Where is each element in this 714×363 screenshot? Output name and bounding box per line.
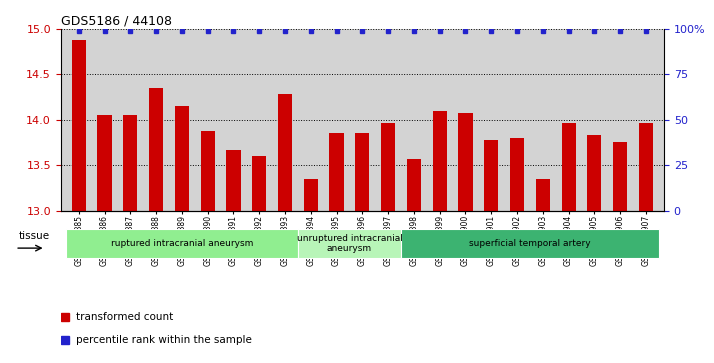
Text: tissue: tissue [19, 231, 49, 241]
Bar [484, 140, 498, 211]
Bar [401, 229, 659, 258]
Bar [71, 40, 86, 211]
Bar [433, 111, 447, 211]
Bar [356, 133, 369, 211]
Text: GDS5186 / 44108: GDS5186 / 44108 [61, 15, 171, 28]
Bar [381, 122, 396, 211]
Bar [639, 122, 653, 211]
Bar [536, 179, 550, 211]
Text: transformed count: transformed count [76, 312, 173, 322]
Bar [175, 106, 189, 211]
Bar [303, 179, 318, 211]
Text: percentile rank within the sample: percentile rank within the sample [76, 335, 251, 345]
Bar [329, 133, 343, 211]
Bar [298, 229, 401, 258]
Bar [458, 113, 473, 211]
Bar [278, 94, 292, 211]
Bar [149, 88, 164, 211]
Bar [66, 229, 298, 258]
Bar [407, 159, 421, 211]
Bar [226, 150, 241, 211]
Text: superficial temporal artery: superficial temporal artery [469, 239, 590, 248]
Text: unruptured intracranial
aneurysm: unruptured intracranial aneurysm [296, 233, 403, 253]
Text: ruptured intracranial aneurysm: ruptured intracranial aneurysm [111, 239, 253, 248]
Bar [252, 156, 266, 211]
Bar [561, 122, 575, 211]
Bar [510, 138, 524, 211]
Bar [201, 131, 215, 211]
Bar [97, 115, 111, 211]
Bar [124, 115, 137, 211]
Bar [613, 142, 628, 211]
Bar [588, 135, 601, 211]
